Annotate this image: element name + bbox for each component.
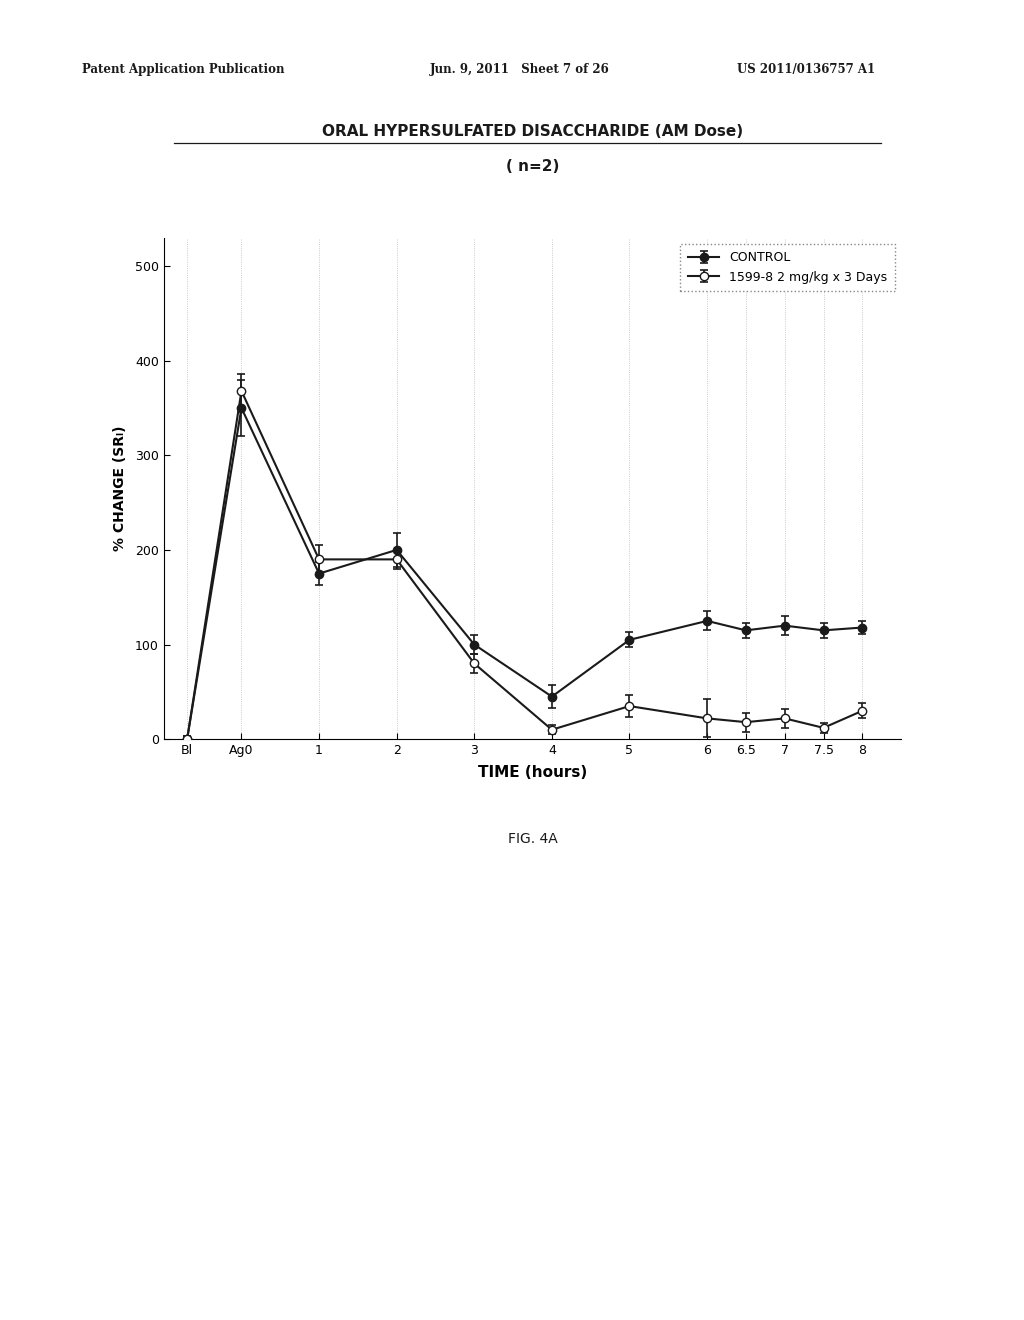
Y-axis label: % CHANGE (SRₗ): % CHANGE (SRₗ) [113,425,127,552]
Text: ( n=2): ( n=2) [506,160,559,174]
Text: FIG. 4A: FIG. 4A [508,832,557,846]
X-axis label: TIME (hours): TIME (hours) [478,766,587,780]
Text: US 2011/0136757 A1: US 2011/0136757 A1 [737,63,876,77]
Text: Jun. 9, 2011   Sheet 7 of 26: Jun. 9, 2011 Sheet 7 of 26 [430,63,610,77]
Text: Patent Application Publication: Patent Application Publication [82,63,285,77]
Text: ORAL HYPERSULFATED DISACCHARIDE (AM Dose): ORAL HYPERSULFATED DISACCHARIDE (AM Dose… [322,124,743,139]
Legend: CONTROL, 1599-8 2 mg/kg x 3 Days: CONTROL, 1599-8 2 mg/kg x 3 Days [681,244,895,292]
